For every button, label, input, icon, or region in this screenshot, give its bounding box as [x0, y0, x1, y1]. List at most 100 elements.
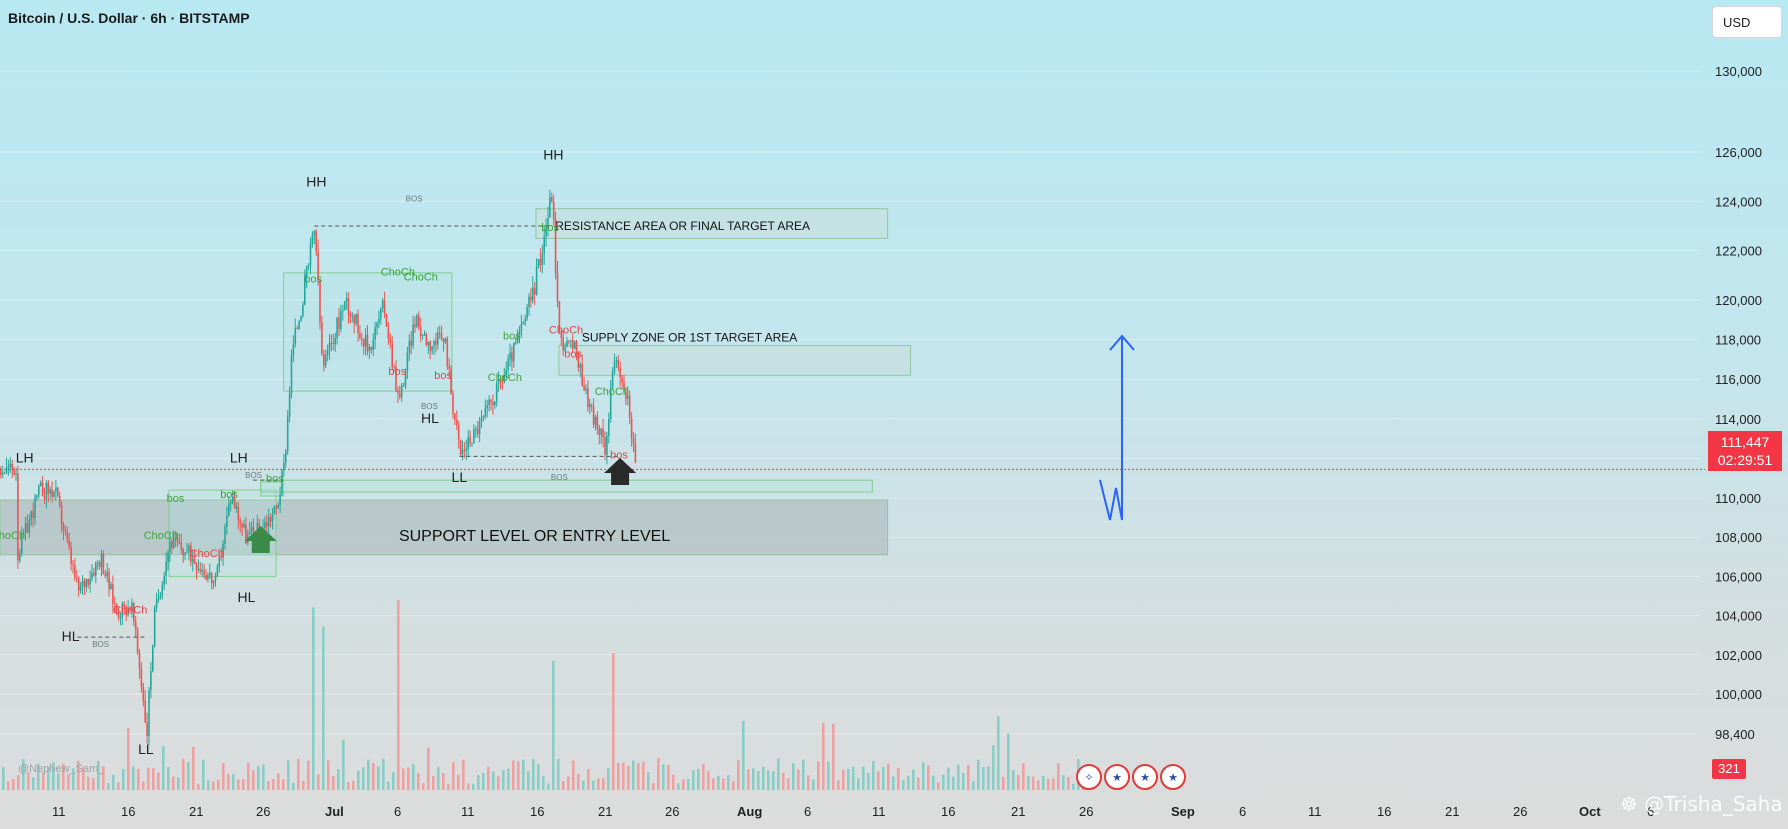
candle-body	[537, 259, 540, 267]
us-flag-icon[interactable]: ★	[1132, 764, 1158, 790]
volume-bar	[412, 764, 415, 790]
candle-body	[319, 279, 321, 323]
candle-body	[68, 540, 70, 548]
economic-events[interactable]: ✧ ★ ★ ★	[1076, 764, 1186, 790]
volume-bar	[162, 746, 165, 790]
volume-bar	[582, 780, 585, 790]
candle-body	[581, 363, 583, 386]
candle-body	[507, 358, 509, 371]
candle-body	[245, 524, 247, 544]
candle-body	[203, 570, 205, 576]
candle-body	[182, 549, 184, 555]
candle-body	[197, 568, 200, 570]
candle-body	[385, 313, 388, 327]
candle-body	[0, 469, 2, 475]
candle-body	[484, 408, 487, 417]
candle-body	[15, 473, 17, 475]
bos-label: ChoCh	[381, 266, 415, 278]
volume-bar	[692, 770, 695, 790]
volume-bar	[122, 768, 125, 790]
candle-body	[359, 333, 361, 338]
candle-body	[372, 339, 374, 350]
candle-body	[516, 335, 519, 343]
candle-body	[518, 331, 521, 336]
candle-body	[233, 497, 236, 509]
event-icon[interactable]: ✧	[1076, 764, 1102, 790]
candle-body	[435, 340, 437, 345]
currency-button[interactable]: USD	[1712, 6, 1782, 38]
candle-body	[150, 671, 152, 691]
structure-label: HH	[306, 174, 326, 190]
volume-bar	[912, 769, 915, 790]
volume-bar	[62, 763, 65, 790]
candle-body	[535, 266, 538, 295]
volume-bar	[97, 761, 100, 790]
candle-body	[368, 346, 371, 351]
bos-label: bos	[434, 370, 452, 382]
candle-body	[180, 542, 183, 550]
candle-body	[606, 435, 608, 455]
candle-body	[298, 321, 300, 329]
volume-bar	[332, 775, 335, 790]
candle-body	[60, 504, 63, 525]
candle-body	[248, 531, 251, 535]
volume-bar	[592, 780, 595, 790]
candle-body	[277, 505, 279, 508]
us-flag-icon[interactable]: ★	[1160, 764, 1186, 790]
candle-body	[205, 575, 207, 580]
candle-body	[598, 428, 601, 436]
bos-label-gray: BOS	[92, 640, 109, 649]
paw-icon: ☸	[1620, 792, 1645, 816]
volume-bar	[732, 781, 735, 790]
candle-body	[133, 603, 135, 622]
volume-bar	[12, 778, 15, 790]
candle-body	[1, 472, 4, 475]
candle-body	[70, 547, 72, 565]
candle-body	[589, 404, 591, 408]
candle-body	[562, 337, 564, 350]
candle-body	[117, 613, 120, 618]
volume-series	[2, 600, 1085, 790]
candle-body	[463, 450, 466, 452]
volume-bar	[117, 782, 120, 790]
volume-bar	[382, 758, 385, 790]
volume-bar	[462, 759, 465, 790]
volume-bar	[927, 765, 930, 790]
x-tick-label: Oct	[1579, 804, 1601, 819]
volume-bar	[1062, 775, 1065, 790]
candle-body	[83, 580, 86, 588]
y-tick-label: 100,000	[1715, 687, 1762, 702]
volume-bar	[917, 777, 920, 790]
bos-label: ChoCh	[549, 325, 583, 337]
volume-bar	[982, 766, 985, 790]
volume-bar	[932, 775, 935, 790]
y-tick-label: 130,000	[1715, 64, 1762, 79]
candle-body	[209, 573, 211, 576]
candle-body	[604, 437, 606, 455]
us-flag-icon[interactable]: ★	[1104, 764, 1130, 790]
candle-body	[190, 545, 192, 563]
candle-body	[161, 584, 164, 596]
candle-body	[448, 366, 450, 370]
candle-body	[570, 340, 572, 342]
candle-body	[410, 340, 412, 346]
x-tick-label: 21	[1445, 804, 1459, 819]
volume-bar	[587, 768, 590, 790]
y-tick-label: 98,400	[1715, 727, 1755, 742]
candle-body	[153, 607, 156, 646]
candle-body	[560, 331, 563, 338]
candle-body	[433, 340, 435, 347]
volume-bar	[232, 774, 235, 790]
candle-body	[575, 341, 578, 352]
candle-body	[104, 573, 107, 577]
volume-bar	[237, 779, 240, 790]
candle-body	[9, 464, 12, 467]
volume-bar	[2, 767, 5, 790]
candle-body	[514, 342, 517, 344]
x-tick-label: 21	[598, 804, 612, 819]
candle-body	[142, 686, 145, 701]
candle-body	[13, 469, 15, 475]
volume-bar	[997, 716, 1000, 790]
